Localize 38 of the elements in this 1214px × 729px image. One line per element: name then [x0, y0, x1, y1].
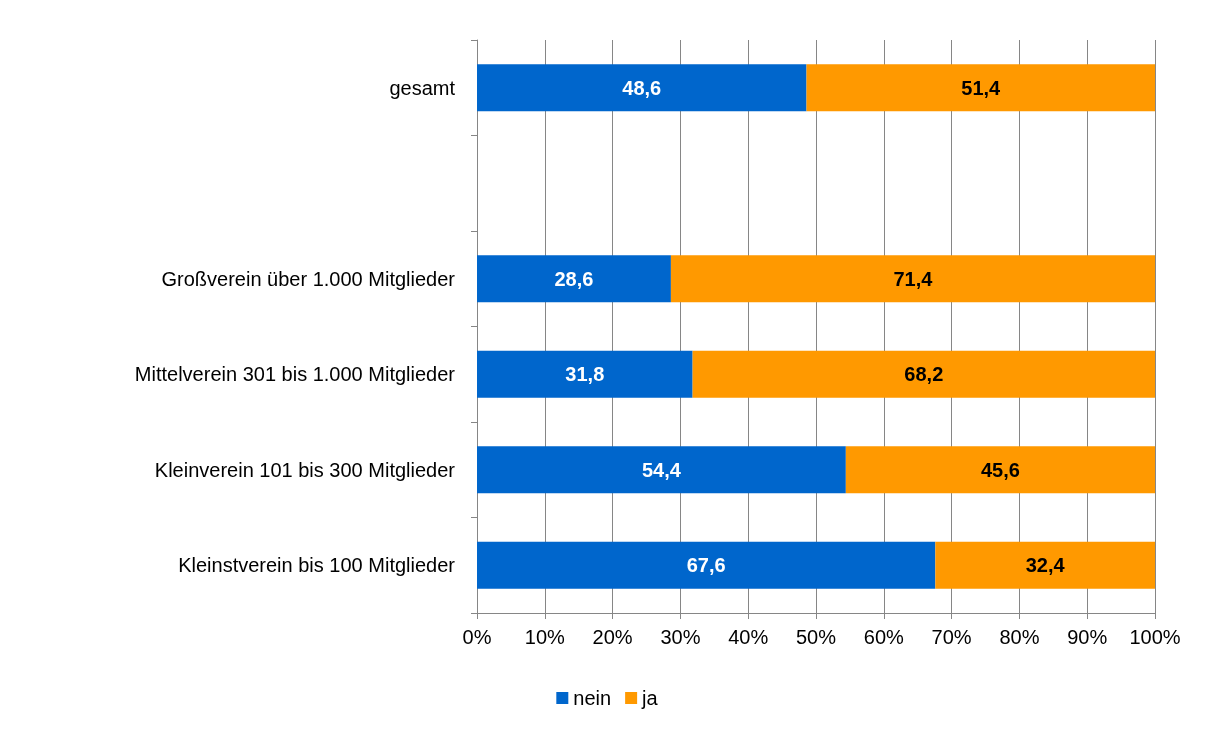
- y-tick-label: gesamt: [389, 76, 456, 99]
- data-label: 31,8: [565, 363, 605, 386]
- data-label: 45,6: [980, 458, 1020, 481]
- legend-label: ja: [641, 687, 659, 709]
- bar: [477, 255, 671, 303]
- x-tick-label: 50%: [795, 626, 837, 648]
- x-tick-label: 40%: [728, 626, 769, 648]
- x-tick-label: 30%: [660, 626, 701, 648]
- data-label: 48,6: [622, 76, 662, 99]
- x-tick-label: 70%: [931, 626, 972, 648]
- data-label: 67,6: [686, 554, 726, 577]
- data-label: 28,6: [554, 267, 594, 290]
- y-tick-label: Mittelverein 301 bis 1.000 Mitglieder: [134, 363, 456, 386]
- bar: [692, 350, 1155, 398]
- legend-label: nein: [573, 687, 612, 709]
- data-label: 71,4: [893, 267, 934, 290]
- y-tick-label: Kleinstverein bis 100 Mitglieder: [178, 554, 456, 577]
- data-label: 68,2: [904, 363, 944, 386]
- x-tick-label: 100%: [1129, 626, 1181, 648]
- bar: [477, 446, 846, 494]
- bar: [477, 64, 807, 112]
- data-label: 32,4: [1025, 554, 1066, 577]
- y-tick-label: Kleinverein 101 bis 300 Mitglieder: [154, 458, 456, 481]
- data-label: 54,4: [641, 458, 682, 481]
- y-tick-label: Großverein über 1.000 Mitglieder: [161, 267, 456, 290]
- bar: [935, 541, 1155, 589]
- x-tick-label: 20%: [592, 626, 633, 648]
- x-tick-label: 60%: [863, 626, 905, 648]
- x-tick-label: 90%: [1067, 626, 1108, 648]
- bar: [845, 446, 1155, 494]
- bar: [477, 541, 936, 589]
- x-tick-label: 80%: [999, 626, 1040, 648]
- bar: [806, 64, 1155, 112]
- x-tick-label: 10%: [524, 626, 566, 648]
- data-label: 51,4: [961, 76, 1002, 99]
- bar: [670, 255, 1155, 303]
- x-tick-label: 0%: [462, 626, 492, 648]
- bar: [477, 350, 693, 398]
